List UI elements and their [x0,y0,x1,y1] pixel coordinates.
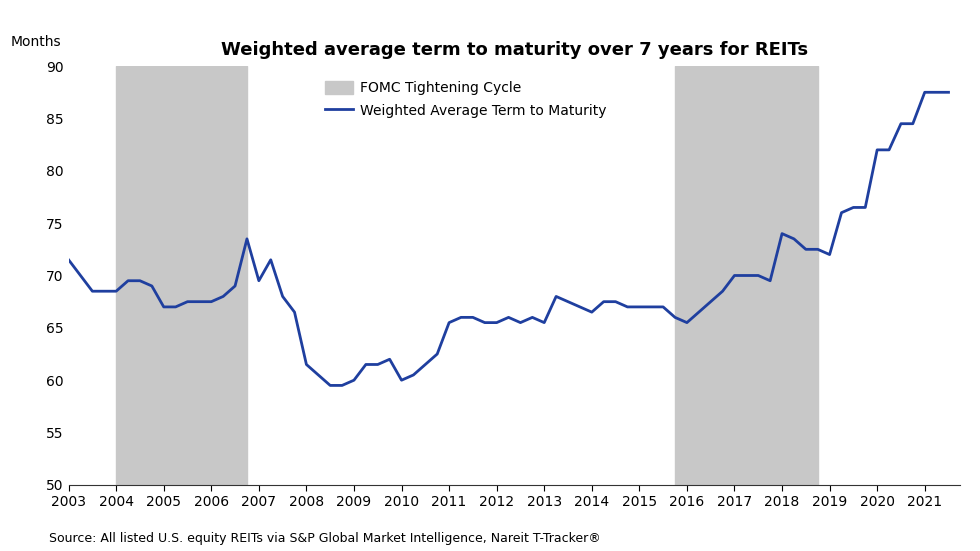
Bar [117,66,247,485]
Bar [675,66,817,485]
Text: Months: Months [11,35,62,50]
Text: Source: All listed U.S. equity REITs via S&P Global Market Intelligence, Nareit : Source: All listed U.S. equity REITs via… [49,532,601,545]
Legend: FOMC Tightening Cycle, Weighted Average Term to Maturity: FOMC Tightening Cycle, Weighted Average … [325,82,607,118]
Title: Weighted average term to maturity over 7 years for REITs: Weighted average term to maturity over 7… [220,41,808,59]
